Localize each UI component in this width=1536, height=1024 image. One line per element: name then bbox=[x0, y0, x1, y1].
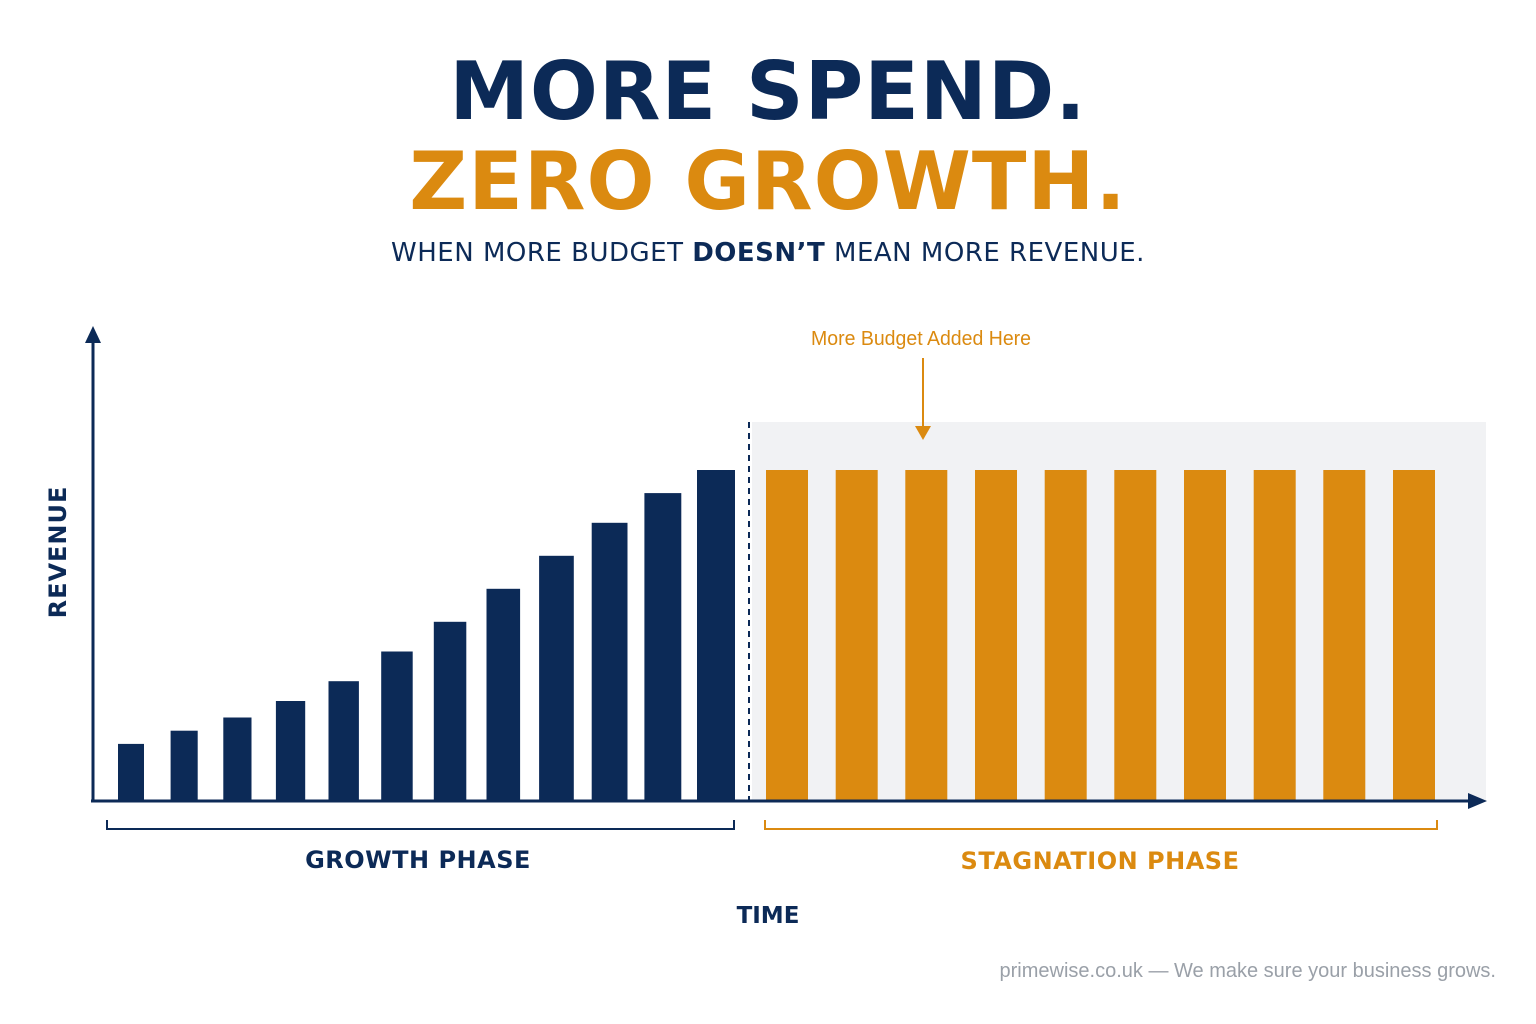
growth-bar-9 bbox=[539, 555, 574, 800]
growth-bar-11 bbox=[644, 493, 682, 800]
subtitle: WHEN MORE BUDGET DOESN’T MEAN MORE REVEN… bbox=[0, 236, 1536, 270]
growth-bar-10 bbox=[591, 522, 628, 800]
headline-line-1: MORE SPEND. bbox=[449, 45, 1087, 138]
stagnation-bar-2 bbox=[835, 470, 878, 800]
growth-bar-4 bbox=[275, 701, 306, 800]
x-axis-arrow-icon bbox=[1468, 793, 1487, 809]
growth-bar-8 bbox=[486, 588, 521, 800]
subtitle-emphasis: DOESN’T bbox=[692, 238, 826, 268]
growth-bar-6 bbox=[381, 651, 413, 800]
headline-line-2: ZERO GROWTH. bbox=[409, 135, 1127, 228]
bars-group bbox=[118, 470, 1435, 800]
annotation-label: More Budget Added Here bbox=[811, 328, 1031, 350]
growth-bar-5 bbox=[328, 681, 359, 800]
growth-phase-label: GROWTH PHASE bbox=[305, 846, 531, 874]
y-axis-arrow-icon bbox=[85, 326, 101, 343]
subtitle-part-2: MEAN MORE REVENUE. bbox=[825, 238, 1145, 268]
stagnation-phase-label: STAGNATION PHASE bbox=[961, 847, 1240, 875]
growth-bar-3 bbox=[223, 717, 252, 800]
growth-bar-1 bbox=[118, 743, 144, 800]
y-axis-label: REVENUE bbox=[44, 486, 72, 619]
stagnation-phase-bracket bbox=[764, 820, 1438, 830]
annotation-arrow-icon bbox=[915, 426, 931, 440]
stagnation-bar-6 bbox=[1114, 470, 1157, 800]
stagnation-bar-10 bbox=[1393, 470, 1435, 800]
stagnation-bar-7 bbox=[1184, 470, 1226, 800]
stagnation-bar-3 bbox=[905, 470, 948, 800]
stagnation-bar-9 bbox=[1323, 470, 1366, 800]
subtitle-part-1: WHEN MORE BUDGET bbox=[391, 238, 693, 268]
stagnation-bar-8 bbox=[1253, 470, 1296, 800]
stagnation-bar-4 bbox=[975, 470, 1017, 800]
stagnation-bar-1 bbox=[766, 470, 808, 800]
stagnation-bar-5 bbox=[1044, 470, 1087, 800]
growth-bar-2 bbox=[170, 730, 198, 800]
x-axis-label: TIME bbox=[737, 903, 800, 929]
footer-credit: primewise.co.uk — We make sure your busi… bbox=[999, 960, 1496, 982]
growth-phase-bracket bbox=[106, 820, 735, 830]
growth-bar-7 bbox=[433, 621, 467, 800]
growth-bar-12 bbox=[697, 470, 735, 800]
